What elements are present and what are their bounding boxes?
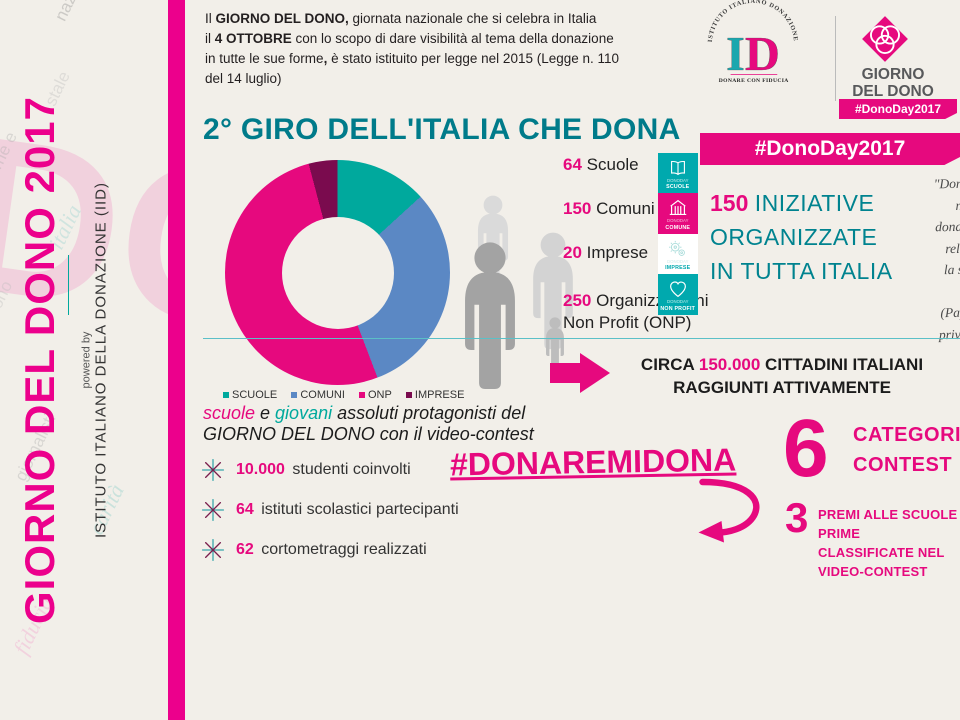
svg-text:ID: ID [726,28,780,81]
svg-text:DONARE CON FIDUCIA: DONARE CON FIDUCIA [719,78,789,84]
